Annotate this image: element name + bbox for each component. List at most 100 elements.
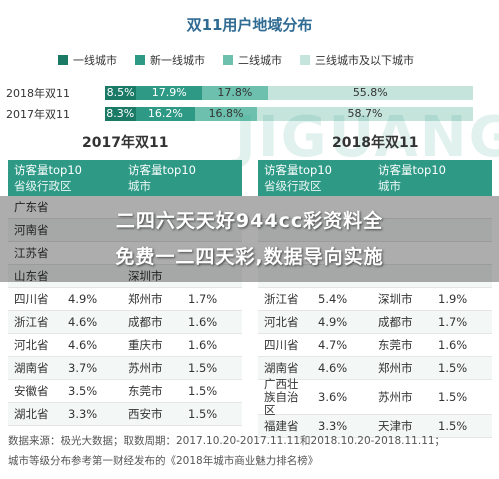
- table-cell: 四川省: [264, 338, 299, 352]
- table-cell: 4.9%: [318, 315, 348, 329]
- header-cell: 访客量top10 省级行政区: [8, 160, 122, 196]
- legend-label: 二线城市: [238, 54, 282, 67]
- table-cell: 1.5%: [438, 390, 468, 404]
- legend-item: 新一线城市: [135, 52, 205, 68]
- table-cell: 3.7%: [68, 361, 98, 375]
- table-cell: 湖南省: [264, 361, 299, 375]
- table-row: [258, 196, 492, 219]
- legend-label: 新一线城市: [150, 54, 205, 67]
- table-cell: 郑州市: [378, 361, 413, 375]
- legend-swatch: [300, 55, 310, 65]
- table-cell: 1.6%: [188, 315, 218, 329]
- bar-segment: 16.8%: [195, 107, 257, 121]
- table-cell: 1.5%: [438, 419, 468, 433]
- table-cell: 3.5%: [68, 384, 98, 398]
- table-row: 湖北省 3.3% 西安市 1.5%: [8, 403, 242, 426]
- table-row: [258, 265, 492, 288]
- table-header: 访客量top10 省级行政区 访客量top10 城市: [258, 160, 492, 196]
- table-row: [258, 242, 492, 265]
- legend-label: 一线城市: [73, 54, 117, 67]
- footer-note: 城市等级分布参考第一财经发布的《2018年城市商业魅力排名榜》: [8, 455, 319, 467]
- header-cell: 访客量top10 省级行政区: [258, 160, 372, 196]
- bar-segment: 8.3%: [105, 107, 136, 121]
- header-line1: 访客量top10: [14, 163, 82, 177]
- table-2018: 访客量top10 省级行政区 访客量top10 城市 浙江省 5.4% 深圳市 1.9% 河北省…: [258, 160, 492, 438]
- header-line2: 城市: [128, 179, 151, 193]
- table-cell: 3.3%: [68, 407, 98, 421]
- overlay-text-line2: 免费一二四天彩,数据导向实施: [115, 246, 384, 268]
- table-cell: 郑州市: [128, 292, 163, 306]
- category-label: 2018年双11: [6, 87, 70, 100]
- table-cell: 东莞市: [128, 384, 163, 398]
- table-cell: 苏州市: [378, 390, 413, 404]
- table-cell: 4.6%: [318, 361, 348, 375]
- table-cell: 3.6%: [318, 390, 348, 404]
- table-cell: 4.6%: [68, 315, 98, 329]
- chart-title: 双11用户地域分布: [186, 16, 313, 34]
- table-2018-title: 2018年双11: [332, 135, 419, 151]
- bar-segment: 17.8%: [202, 86, 268, 100]
- table-row: 浙江省 5.4% 深圳市 1.9%: [258, 288, 492, 311]
- table-row: 山东省 深圳市: [8, 265, 242, 288]
- table-cell: 湖北省: [14, 407, 49, 421]
- header-line1: 访客量top10: [378, 163, 446, 177]
- table-cell: 深圳市: [378, 292, 413, 306]
- table-cell: 1.6%: [438, 338, 468, 352]
- table-cell: 湖南省: [14, 361, 49, 375]
- table-row: 江苏省: [8, 242, 242, 265]
- table-row: 福建省 3.3% 天津市 1.5%: [258, 415, 492, 438]
- bar-segment: 17.9%: [136, 86, 203, 100]
- table-cell: 浙江省: [264, 292, 299, 306]
- table-cell: 广东省: [14, 200, 49, 214]
- table-header: 访客量top10 省级行政区 访客量top10 城市: [8, 160, 242, 196]
- legend-item: 三线城市及以下城市: [300, 52, 414, 68]
- table-cell: 福建省: [264, 419, 299, 433]
- bar-row: 2017年双11 8.3% 16.2% 16.8% 58.7%: [6, 107, 486, 121]
- table-row: 四川省 4.7% 东莞市 1.6%: [258, 334, 492, 357]
- overlay-text-line1: 二四六天天好944cc彩资料全: [115, 210, 384, 232]
- table-row: [258, 219, 492, 242]
- table-cell: 1.5%: [188, 361, 218, 375]
- legend-label: 三线城市及以下城市: [315, 54, 414, 67]
- table-row: 河北省 4.6% 重庆市 1.6%: [8, 334, 242, 357]
- table-cell: 浙江省: [14, 315, 49, 329]
- table-cell: 1.5%: [188, 384, 218, 398]
- header-line2: 城市: [378, 179, 401, 193]
- bar-row: 2018年双11 8.5% 17.9% 17.8% 55.8%: [6, 86, 486, 100]
- table-cell: 重庆市: [128, 338, 163, 352]
- header-cell: 访客量top10 城市: [372, 160, 492, 196]
- table-row: 湖南省 4.6% 郑州市 1.5%: [258, 357, 492, 380]
- table-cell: 1.9%: [438, 292, 468, 306]
- table-2017-title: 2017年双11: [82, 135, 169, 151]
- table-cell: 4.7%: [318, 338, 348, 352]
- table-cell: 西安市: [128, 407, 163, 421]
- table-row: 河南省: [8, 219, 242, 242]
- header-cell: 访客量top10 城市: [122, 160, 242, 196]
- table-cell: 5.4%: [318, 292, 348, 306]
- table-cell: 河北省: [14, 338, 49, 352]
- table-cell: 山东省: [14, 269, 49, 283]
- table-row: 河北省 4.9% 成都市 1.7%: [258, 311, 492, 334]
- table-cell: 1.7%: [438, 315, 468, 329]
- table-row: 四川省 4.9% 郑州市 1.7%: [8, 288, 242, 311]
- footer-source: 数据来源：极光大数据；取数周期：2017.10.20-2017.11.11和20…: [8, 435, 446, 447]
- table-cell: 成都市: [378, 315, 413, 329]
- table-row: 广西壮族自治区 3.6% 苏州市 1.5%: [258, 377, 492, 417]
- bar-segment: 8.5%: [105, 86, 137, 100]
- table-cell: 东莞市: [378, 338, 413, 352]
- table-cell: 4.9%: [68, 292, 98, 306]
- table-cell: 1.7%: [188, 292, 218, 306]
- table-row: 湖南省 3.7% 苏州市 1.5%: [8, 357, 242, 380]
- table-cell: 成都市: [128, 315, 163, 329]
- legend-swatch: [223, 55, 233, 65]
- table-cell: 安徽省: [14, 384, 49, 398]
- table-row: 浙江省 4.6% 成都市 1.6%: [8, 311, 242, 334]
- category-label: 2017年双11: [6, 108, 70, 121]
- header-line1: 访客量top10: [128, 163, 196, 177]
- table-cell: 1.6%: [188, 338, 218, 352]
- header-line2: 省级行政区: [14, 179, 72, 193]
- table-cell: 天津市: [378, 419, 413, 433]
- table-cell: 1.5%: [188, 407, 218, 421]
- table-cell: 广西壮族自治区: [264, 377, 299, 417]
- table-cell: 深圳市: [128, 269, 163, 283]
